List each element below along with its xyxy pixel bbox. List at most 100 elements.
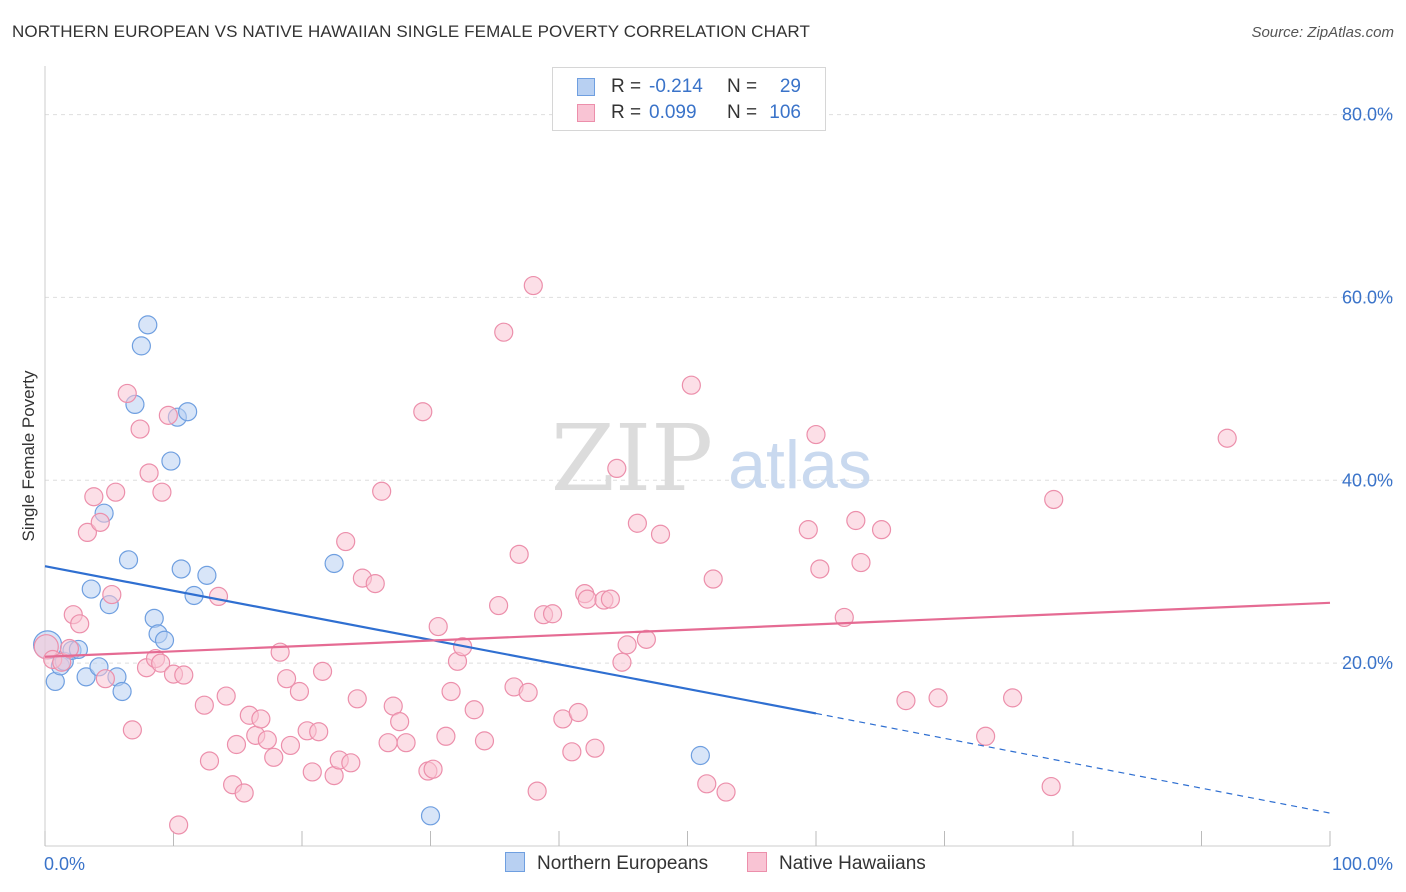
point-native-hawaiian xyxy=(441,681,461,702)
watermark-atlas: atlas xyxy=(728,427,872,503)
point-native-hawaiian xyxy=(347,689,367,709)
point-northern-european xyxy=(420,806,441,826)
point-native-hawaiian xyxy=(474,731,495,751)
point-native-hawaiian xyxy=(896,691,916,711)
point-native-hawaiian xyxy=(208,586,229,607)
point-northern-european xyxy=(161,451,181,471)
bottom-legend-northern-europeans: Northern Europeans xyxy=(505,851,709,876)
legend-n-value: 106 xyxy=(769,102,801,123)
y-tick-label: 40.0% xyxy=(1342,470,1393,490)
point-native-hawaiian xyxy=(976,726,996,746)
point-native-hawaiian xyxy=(436,726,456,746)
bottom-legend-label: Northern Europeans xyxy=(537,853,709,874)
watermark-zip: ZIP xyxy=(551,405,713,512)
point-native-hawaiian xyxy=(336,531,356,552)
axes xyxy=(44,66,1331,847)
point-native-hawaiian xyxy=(617,635,637,655)
legend-swatch-blue xyxy=(577,78,595,96)
tick-labels: 20.0% 40.0% 60.0% 80.0% 0.0% 100.0% xyxy=(44,105,1393,874)
point-native-hawaiian xyxy=(365,573,385,594)
point-native-hawaiian xyxy=(289,681,310,702)
point-northern-european xyxy=(178,402,198,422)
point-northern-european xyxy=(76,667,96,687)
legend-n-value: 29 xyxy=(779,76,801,97)
point-native-hawaiian xyxy=(102,584,122,605)
point-native-hawaiian xyxy=(562,742,582,762)
trend-line-native-hawaiians xyxy=(44,601,1331,658)
legend-r-value: -0.214 xyxy=(649,76,703,97)
point-native-hawaiian xyxy=(251,709,271,729)
point-northern-european xyxy=(171,559,191,579)
point-northern-european xyxy=(690,745,710,766)
point-native-hawaiian xyxy=(70,614,90,634)
correlation-legend: R = -0.214 N = 29 R = 0.099 N = 106 xyxy=(552,67,826,131)
point-native-hawaiian xyxy=(158,405,178,425)
point-native-hawaiian xyxy=(151,653,171,673)
legend-swatch-pink xyxy=(577,104,595,122)
point-native-hawaiian xyxy=(464,700,484,720)
point-native-hawaiian xyxy=(280,735,301,756)
point-native-hawaiian xyxy=(423,759,443,779)
point-native-hawaiian xyxy=(413,402,433,422)
legend-r-label: R = xyxy=(611,102,642,123)
trend-lines xyxy=(44,565,1331,814)
point-native-hawaiian xyxy=(568,702,588,723)
point-native-hawaiian xyxy=(199,751,220,771)
watermark: ZIP atlas xyxy=(551,405,872,512)
point-native-hawaiian xyxy=(117,383,137,404)
point-native-hawaiian xyxy=(152,482,172,502)
bottom-legend-swatch-blue xyxy=(505,851,525,872)
point-native-hawaiian xyxy=(585,738,605,758)
point-native-hawaiian xyxy=(509,544,529,564)
point-northern-european xyxy=(112,681,132,702)
point-native-hawaiian xyxy=(518,682,538,703)
point-native-hawaiian xyxy=(650,524,671,544)
y-tick-label: 60.0% xyxy=(1342,287,1393,307)
point-native-hawaiian xyxy=(1044,489,1064,510)
point-native-hawaiian xyxy=(77,522,98,543)
trend-line-northern-europeans-extension xyxy=(815,712,1331,814)
point-native-hawaiian xyxy=(216,686,236,706)
point-native-hawaiian xyxy=(257,730,277,750)
point-native-hawaiian xyxy=(84,487,104,507)
point-native-hawaiian xyxy=(302,762,322,782)
point-northern-european xyxy=(324,553,344,574)
point-native-hawaiian xyxy=(1003,688,1023,708)
gridlines xyxy=(45,114,1393,664)
point-northern-european xyxy=(118,550,139,570)
point-native-hawaiian xyxy=(174,665,194,685)
point-native-hawaiian xyxy=(428,616,448,637)
y-tick-label: 20.0% xyxy=(1342,653,1393,673)
point-native-hawaiian xyxy=(489,595,509,616)
point-native-hawaiian xyxy=(341,753,361,773)
point-native-hawaiian xyxy=(612,652,632,672)
chart-title: NORTHERN EUROPEAN VS NATIVE HAWAIIAN SIN… xyxy=(12,22,810,41)
point-native-hawaiian xyxy=(494,322,514,342)
bottom-legend-label: Native Hawaiians xyxy=(779,853,926,874)
point-northern-european xyxy=(197,565,217,585)
point-native-hawaiian xyxy=(697,774,717,794)
legend-r-value: 0.099 xyxy=(649,102,697,123)
legend-row-northern-europeans: R = -0.214 N = 29 xyxy=(553,75,823,99)
point-native-hawaiian xyxy=(627,513,647,533)
point-northern-european xyxy=(138,315,158,335)
point-native-hawaiian xyxy=(276,669,297,689)
point-native-hawaiian xyxy=(309,722,329,742)
point-native-hawaiian xyxy=(806,424,826,445)
legend-n-label: N = xyxy=(727,102,758,123)
legend-n-label: N = xyxy=(727,76,758,97)
point-native-hawaiian xyxy=(130,419,150,439)
point-native-hawaiian xyxy=(527,781,547,801)
point-native-hawaiian xyxy=(851,552,871,573)
point-native-hawaiian xyxy=(396,733,416,753)
point-native-hawaiian xyxy=(372,481,392,501)
point-native-hawaiian xyxy=(542,604,563,624)
point-northern-european xyxy=(81,579,101,599)
x-tick-label: 0.0% xyxy=(44,854,85,874)
chart-source: Source: ZipAtlas.com xyxy=(1251,24,1394,41)
point-native-hawaiian xyxy=(681,375,701,395)
legend-r-label: R = xyxy=(611,76,642,97)
point-native-hawaiian xyxy=(90,512,110,532)
x-tick-label: 100.0% xyxy=(1332,854,1393,874)
point-native-hawaiian xyxy=(636,629,656,649)
